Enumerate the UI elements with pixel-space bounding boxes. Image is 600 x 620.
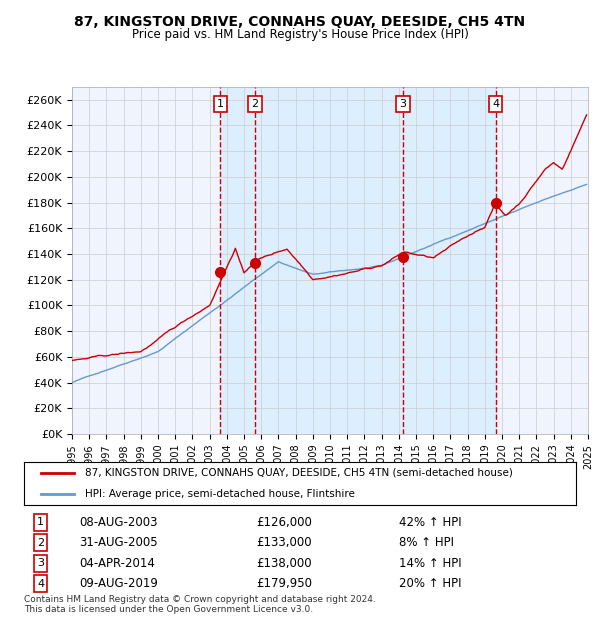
Text: 31-AUG-2005: 31-AUG-2005 [79, 536, 158, 549]
Text: 2: 2 [37, 538, 44, 548]
Text: 42% ↑ HPI: 42% ↑ HPI [400, 516, 462, 529]
Text: 2: 2 [251, 99, 259, 109]
Text: 1: 1 [37, 517, 44, 528]
Text: Contains HM Land Registry data © Crown copyright and database right 2024.: Contains HM Land Registry data © Crown c… [24, 595, 376, 604]
Bar [403, 87, 496, 434]
Text: 08-AUG-2003: 08-AUG-2003 [79, 516, 158, 529]
Text: This data is licensed under the Open Government Licence v3.0.: This data is licensed under the Open Gov… [24, 604, 313, 614]
Text: HPI: Average price, semi-detached house, Flintshire: HPI: Average price, semi-detached house,… [85, 489, 355, 500]
Text: £133,000: £133,000 [256, 536, 311, 549]
Text: 87, KINGSTON DRIVE, CONNAHS QUAY, DEESIDE, CH5 4TN (semi-detached house): 87, KINGSTON DRIVE, CONNAHS QUAY, DEESID… [85, 467, 512, 478]
Text: £126,000: £126,000 [256, 516, 312, 529]
Text: 8% ↑ HPI: 8% ↑ HPI [400, 536, 454, 549]
Bar [255, 87, 403, 434]
Text: £179,950: £179,950 [256, 577, 312, 590]
Text: 4: 4 [492, 99, 499, 109]
Text: Price paid vs. HM Land Registry's House Price Index (HPI): Price paid vs. HM Land Registry's House … [131, 28, 469, 41]
Text: 04-APR-2014: 04-APR-2014 [79, 557, 155, 570]
Text: 14% ↑ HPI: 14% ↑ HPI [400, 557, 462, 570]
Text: 1: 1 [217, 99, 224, 109]
Text: 4: 4 [37, 578, 44, 589]
Text: 09-AUG-2019: 09-AUG-2019 [79, 577, 158, 590]
Bar [220, 87, 255, 434]
Text: 3: 3 [400, 99, 407, 109]
Text: 20% ↑ HPI: 20% ↑ HPI [400, 577, 462, 590]
Text: £138,000: £138,000 [256, 557, 311, 570]
Text: 87, KINGSTON DRIVE, CONNAHS QUAY, DEESIDE, CH5 4TN: 87, KINGSTON DRIVE, CONNAHS QUAY, DEESID… [74, 16, 526, 30]
Text: 3: 3 [37, 558, 44, 569]
